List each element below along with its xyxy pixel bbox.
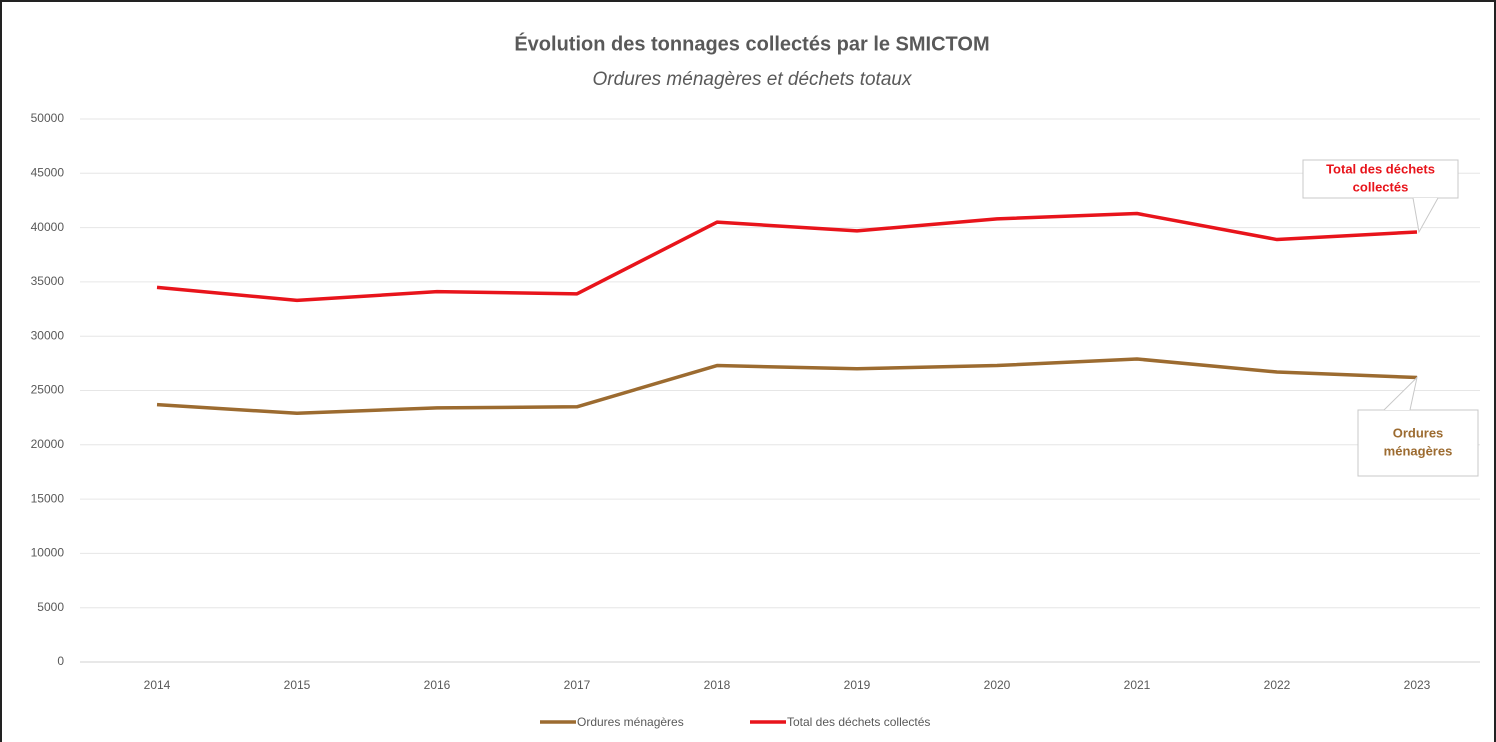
- y-tick-label: 25000: [31, 383, 65, 397]
- y-tick-label: 40000: [31, 220, 65, 234]
- callout-text: Ordures: [1393, 425, 1444, 440]
- callout-pointer: [1383, 375, 1418, 411]
- y-tick-label: 50000: [31, 111, 65, 125]
- chart-subtitle: Ordures ménagères et déchets totaux: [593, 69, 913, 90]
- y-tick-label: 10000: [31, 546, 65, 560]
- y-tick-label: 35000: [31, 274, 65, 288]
- y-tick-label: 45000: [31, 165, 65, 179]
- series-line: [156, 357, 1418, 416]
- x-tick-label: 2020: [984, 678, 1011, 692]
- callout-pointer: [1412, 197, 1439, 234]
- callout-box: [1302, 159, 1459, 199]
- x-tick-label: 2016: [424, 678, 451, 692]
- y-tick-label: 20000: [31, 437, 65, 451]
- x-tick-label: 2022: [1264, 678, 1291, 692]
- y-tick-label: 0: [57, 654, 64, 668]
- x-tick-label: 2015: [284, 678, 311, 692]
- callout-text: Total des déchets: [1326, 161, 1435, 176]
- y-tick-label: 30000: [31, 328, 65, 342]
- x-tick-label: 2023: [1404, 678, 1431, 692]
- x-tick-label: 2021: [1124, 678, 1151, 692]
- series-line: [156, 211, 1418, 303]
- y-tick-label: 15000: [31, 491, 65, 505]
- callout-box: [1357, 409, 1479, 477]
- legend-label: Total des déchets collectés: [787, 715, 930, 729]
- x-tick-label: 2019: [844, 678, 871, 692]
- y-tick-label: 5000: [37, 600, 64, 614]
- callout-text: ménagères: [1384, 443, 1453, 458]
- callout-text: collectés: [1353, 179, 1409, 194]
- x-tick-label: 2014: [144, 678, 171, 692]
- x-tick-label: 2018: [704, 678, 731, 692]
- x-tick-label: 2017: [564, 678, 591, 692]
- chart-title: Évolution des tonnages collectés par le …: [514, 32, 989, 55]
- legend-label: Ordures ménagères: [577, 715, 684, 729]
